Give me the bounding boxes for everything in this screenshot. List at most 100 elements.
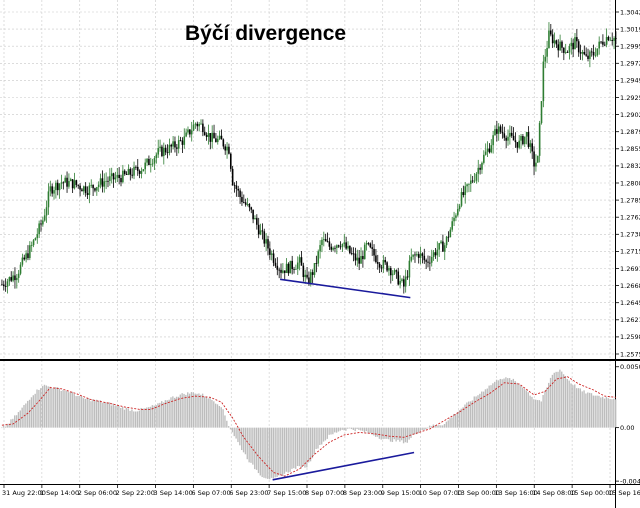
histogram-bar: [443, 424, 446, 428]
time-tick-label: 13 Sep 00:00: [457, 489, 500, 497]
histogram-bar: [484, 389, 487, 428]
histogram-bar: [47, 386, 49, 428]
candle-body: [347, 245, 349, 249]
histogram-bar: [226, 420, 228, 428]
histogram-bar: [10, 419, 12, 428]
price-tick-label: 1.26450: [620, 299, 640, 307]
candle-body: [349, 245, 351, 254]
histogram-bar: [101, 402, 103, 428]
candle-body: [120, 178, 122, 183]
candle-body: [434, 252, 437, 256]
candle-body: [367, 242, 370, 244]
candle-body: [153, 158, 156, 164]
candle-body: [66, 177, 68, 187]
histogram-bar: [291, 427, 293, 469]
histogram-bar: [69, 391, 72, 428]
histogram-bar: [348, 427, 351, 429]
histogram-bar: [374, 427, 377, 437]
candle-body: [587, 55, 589, 59]
histogram-bar: [183, 393, 185, 428]
candle-body: [187, 129, 189, 133]
candle-body: [408, 260, 411, 278]
candle-body: [256, 218, 258, 225]
candle-body: [416, 254, 418, 256]
histogram-bar: [2, 425, 5, 428]
candle-body: [43, 215, 46, 221]
histogram-bar: [523, 389, 526, 428]
histogram-bar: [609, 398, 611, 428]
histogram-bar: [428, 425, 431, 428]
histogram-bar: [382, 427, 384, 440]
candle-body: [317, 251, 320, 264]
candle-body: [315, 263, 318, 264]
histogram-bar: [164, 400, 167, 428]
histogram-bar: [495, 379, 498, 428]
histogram-bar: [503, 378, 505, 428]
candle-body: [40, 223, 42, 225]
histogram-bar: [108, 402, 111, 428]
histogram-bar: [549, 377, 552, 428]
histogram-bar: [175, 396, 178, 428]
price-tick-label: 1.27385: [620, 231, 640, 239]
histogram-bar: [546, 387, 548, 428]
candle-body: [146, 158, 148, 163]
histogram-bar: [30, 397, 33, 428]
candle-body: [302, 265, 305, 278]
histogram-bar: [380, 427, 382, 440]
candle-body: [261, 230, 264, 232]
candle-body: [293, 269, 295, 270]
histogram-bar: [218, 405, 221, 428]
panel-separator: [0, 359, 640, 361]
histogram-bar: [125, 407, 128, 428]
histogram-bar: [283, 427, 286, 474]
histogram-bar: [417, 427, 420, 434]
candle-body: [94, 188, 96, 191]
candle-body: [203, 132, 206, 135]
candle-body: [276, 265, 279, 270]
histogram-bar: [607, 398, 609, 428]
candle-body: [243, 202, 245, 203]
histogram-bar: [363, 427, 366, 433]
candle-body: [486, 148, 489, 152]
time-tick-label: 6 Sep 07:00: [191, 489, 230, 497]
histogram-bar: [451, 417, 453, 428]
candle-body: [287, 263, 290, 274]
histogram-bar: [350, 427, 353, 430]
candle-body: [179, 140, 182, 142]
candle-body: [216, 138, 219, 143]
histogram-bar: [27, 400, 29, 428]
candle-body: [566, 52, 569, 53]
candle-body: [345, 242, 347, 249]
candle-body: [481, 162, 483, 170]
histogram-bar: [6, 423, 8, 428]
candle-body: [475, 173, 478, 181]
histogram-bar: [315, 427, 317, 450]
price-tick-label: 1.28555: [620, 145, 640, 153]
candle-body: [510, 132, 513, 136]
histogram-bar: [548, 382, 550, 428]
candle-body: [585, 54, 587, 56]
candle-body: [570, 42, 573, 47]
histogram-bar: [261, 427, 263, 478]
candle-body: [553, 40, 556, 44]
candle-body: [56, 182, 59, 191]
histogram-bar: [155, 405, 157, 428]
candle-body: [205, 134, 208, 137]
candle-body: [209, 133, 212, 142]
candle-body: [17, 273, 20, 278]
histogram-bar: [508, 378, 511, 428]
histogram-bar: [133, 411, 135, 428]
histogram-bar: [475, 396, 477, 428]
histogram-bar: [259, 427, 261, 476]
candle-body: [501, 131, 504, 134]
candle-body: [615, 38, 617, 39]
histogram-bar: [34, 393, 36, 428]
candle-body: [29, 245, 31, 259]
histogram-bar: [590, 393, 593, 428]
histogram-bar: [272, 427, 275, 479]
candle-body: [563, 47, 565, 53]
histogram-bar: [187, 392, 189, 428]
histogram-bar: [168, 399, 170, 428]
histogram-bar: [514, 381, 516, 428]
